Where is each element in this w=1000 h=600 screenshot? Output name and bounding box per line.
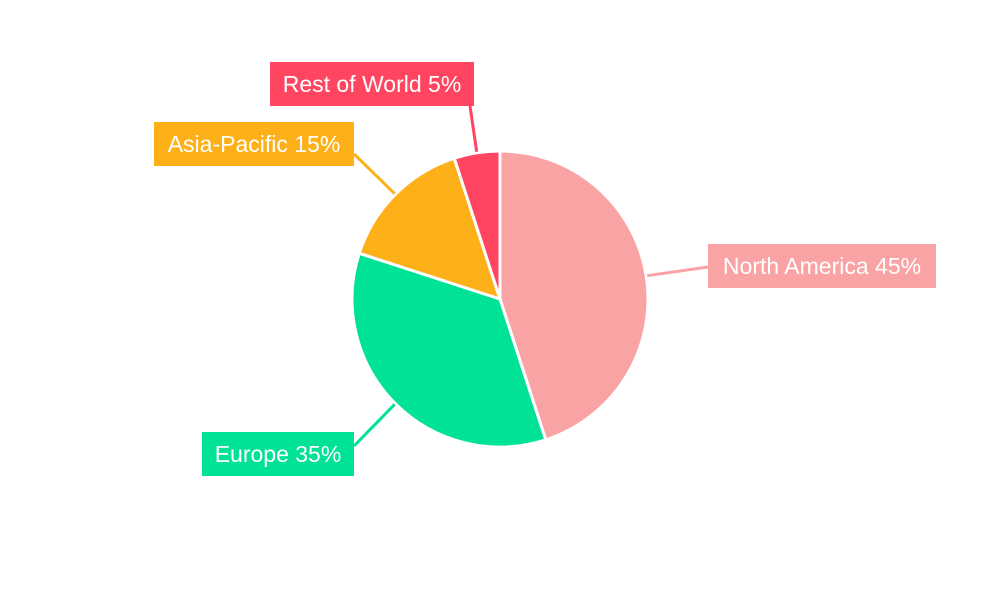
leader-line — [352, 152, 396, 195]
leader-line — [468, 105, 479, 153]
leader-line — [352, 403, 396, 448]
data-label-box — [270, 62, 474, 106]
data-label: Asia-Pacific 15% — [168, 131, 341, 157]
data-label: Europe 35% — [215, 441, 342, 467]
pie-slice-north-america[interactable] — [498, 149, 650, 442]
pie-slice-europe[interactable] — [350, 251, 548, 449]
data-label-box — [154, 122, 354, 166]
data-label-box — [708, 244, 936, 288]
data-label: North America 45% — [723, 253, 921, 279]
leader-line — [646, 265, 709, 278]
data-label-box — [202, 432, 354, 476]
data-label: Rest of World 5% — [283, 71, 462, 97]
pie-slice-rest-of-world[interactable] — [452, 149, 502, 300]
